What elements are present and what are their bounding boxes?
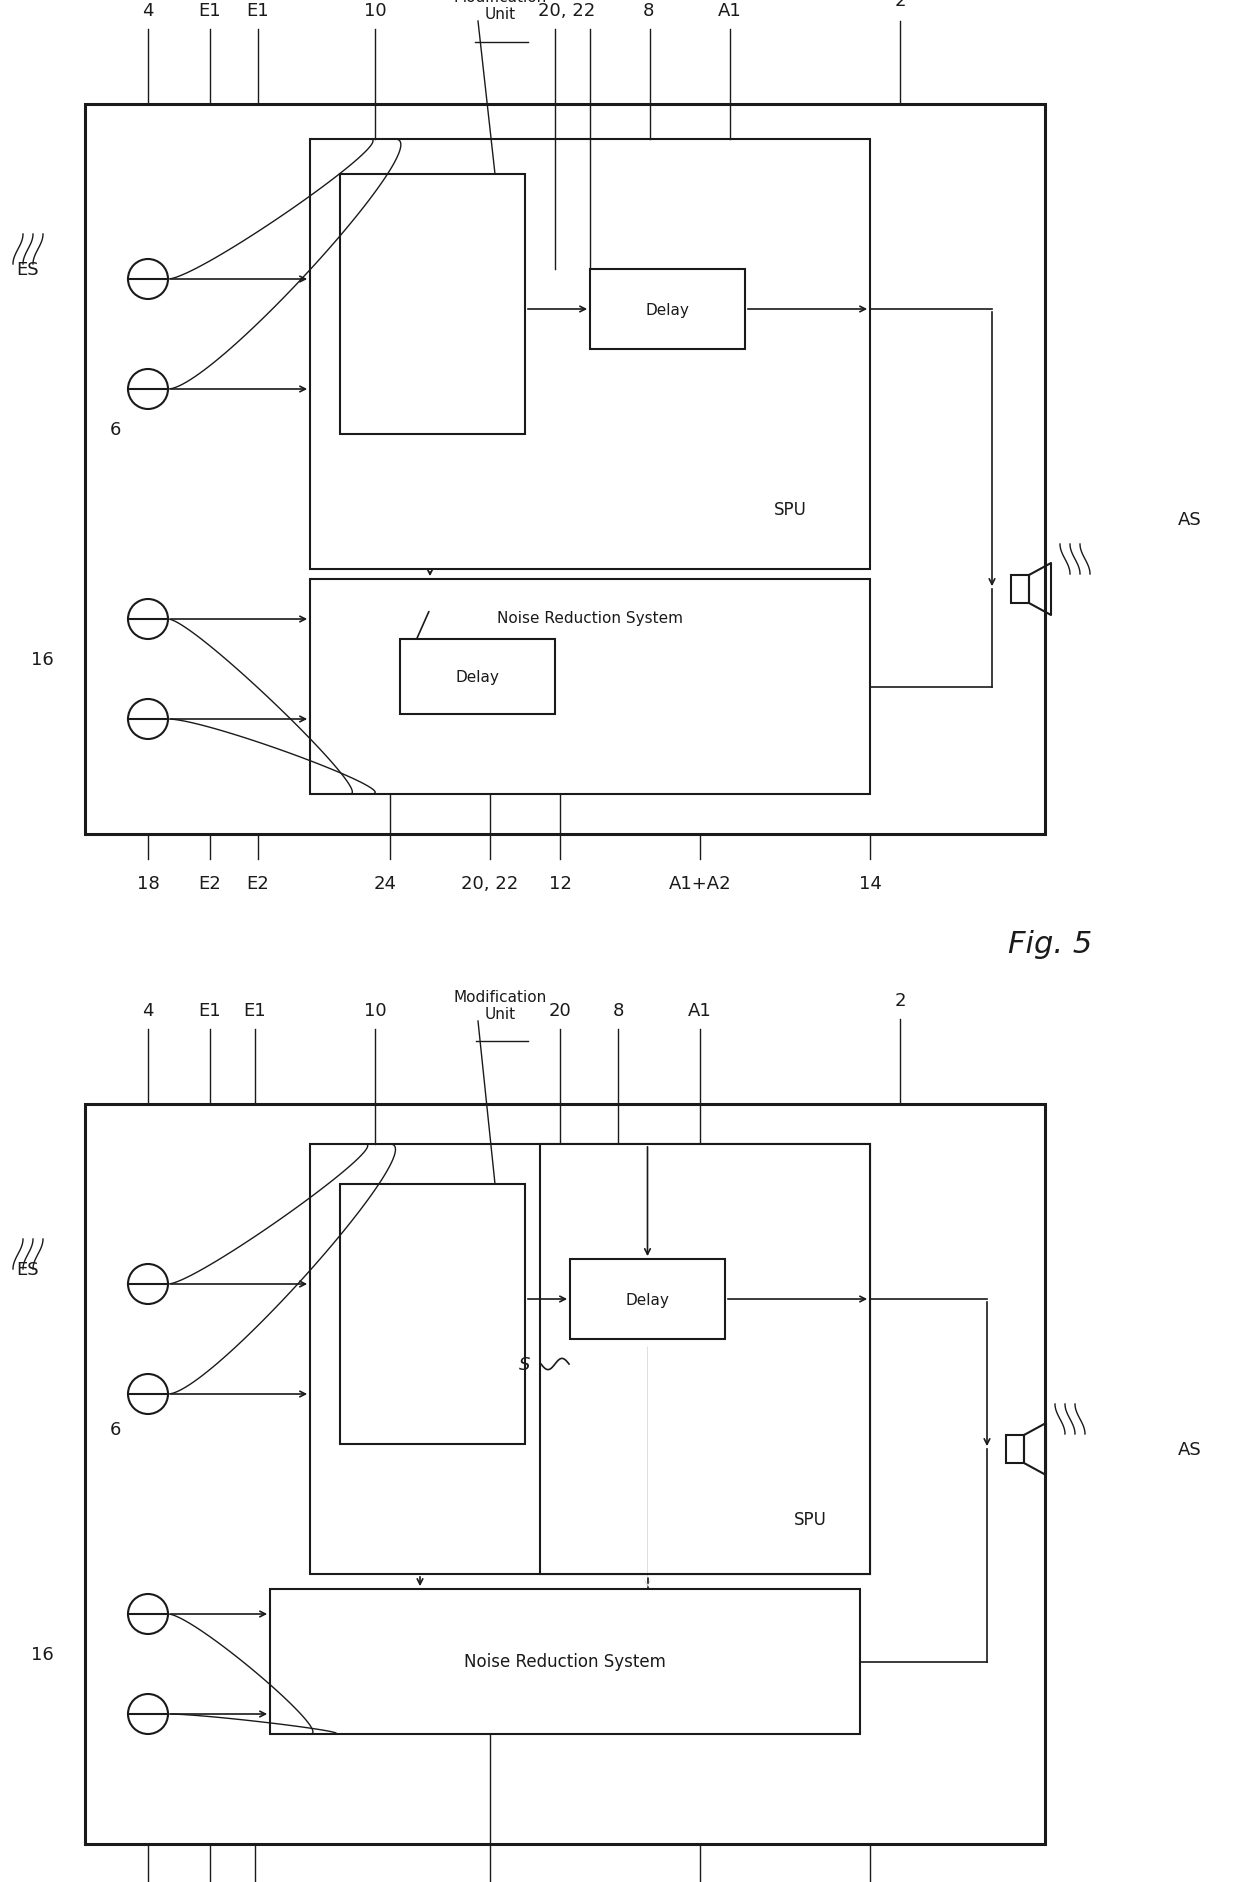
Text: 20, 22: 20, 22: [538, 2, 595, 21]
Bar: [590, 269, 745, 350]
Text: 18: 18: [136, 875, 160, 892]
Text: E2: E2: [247, 875, 269, 892]
Bar: [86, 1105, 1045, 1844]
Text: S: S: [520, 1355, 531, 1374]
Text: 16: 16: [31, 1645, 53, 1664]
Text: Delay: Delay: [646, 303, 689, 318]
Bar: [310, 580, 870, 794]
Text: 14: 14: [858, 875, 882, 892]
Text: AS: AS: [1178, 510, 1202, 529]
Text: 16: 16: [31, 651, 53, 668]
Text: E1: E1: [198, 2, 221, 21]
Bar: [310, 1144, 870, 1573]
Text: 24: 24: [373, 875, 397, 892]
Text: E2: E2: [198, 875, 222, 892]
Bar: [340, 1184, 525, 1443]
Text: Delay: Delay: [455, 670, 500, 685]
Bar: [86, 105, 1045, 834]
Text: Noise Reduction System: Noise Reduction System: [464, 1652, 666, 1671]
Text: A1: A1: [718, 2, 742, 21]
Text: ES: ES: [16, 262, 40, 279]
Bar: [310, 139, 870, 570]
Text: 10: 10: [363, 2, 387, 21]
Text: Modification: Modification: [454, 990, 547, 1005]
Text: A1: A1: [688, 1001, 712, 1020]
Text: SPU: SPU: [774, 501, 806, 519]
Bar: [1006, 1436, 1024, 1462]
Text: 12: 12: [548, 875, 572, 892]
Text: 8: 8: [642, 2, 653, 21]
Text: E1: E1: [247, 2, 269, 21]
Text: 6: 6: [109, 422, 120, 439]
Bar: [340, 175, 525, 435]
Text: SPU: SPU: [794, 1509, 826, 1528]
Text: E1: E1: [244, 1001, 267, 1020]
Text: E1: E1: [198, 1001, 221, 1020]
Text: 4: 4: [143, 2, 154, 21]
Text: AS: AS: [1178, 1440, 1202, 1459]
Text: Unit: Unit: [485, 8, 516, 23]
Text: 20: 20: [548, 1001, 572, 1020]
Bar: [1011, 576, 1029, 604]
Text: Noise Reduction System: Noise Reduction System: [497, 610, 683, 625]
Text: 2: 2: [894, 0, 905, 9]
Bar: [539, 1144, 870, 1573]
Text: ES: ES: [16, 1261, 40, 1278]
Text: 8: 8: [613, 1001, 624, 1020]
Text: Fig. 5: Fig. 5: [1008, 930, 1092, 958]
Text: A1+A2: A1+A2: [668, 875, 732, 892]
Text: Modification: Modification: [454, 0, 547, 6]
Text: 20, 22: 20, 22: [461, 875, 518, 892]
Bar: [401, 640, 556, 715]
Text: 4: 4: [143, 1001, 154, 1020]
Bar: [270, 1588, 861, 1733]
Text: Unit: Unit: [485, 1007, 516, 1022]
Bar: [570, 1259, 725, 1340]
Text: Delay: Delay: [625, 1291, 670, 1306]
Text: 10: 10: [363, 1001, 387, 1020]
Text: 2: 2: [894, 992, 905, 1009]
Text: 6: 6: [109, 1421, 120, 1438]
